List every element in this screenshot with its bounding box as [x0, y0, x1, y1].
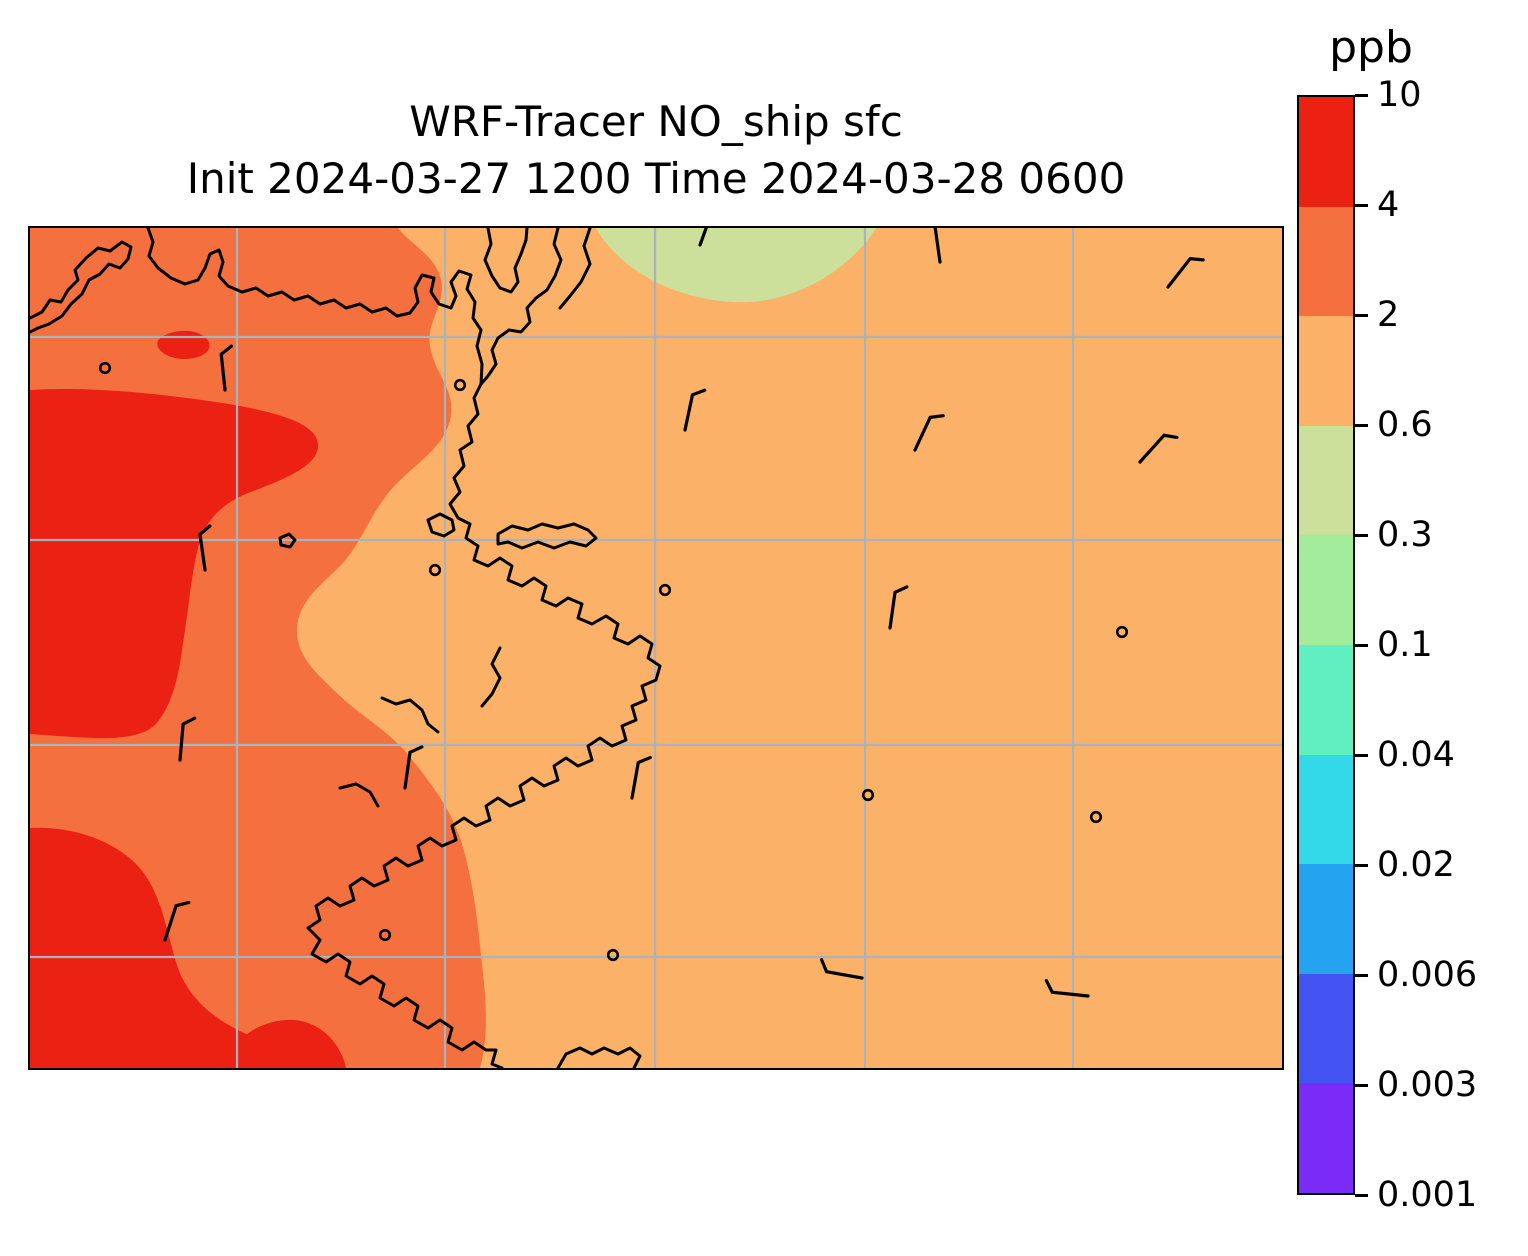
coastline-main-fjords: [306, 382, 662, 1068]
colorbar: [1297, 95, 1355, 1195]
fill-region-green-north: [596, 228, 876, 303]
coastline-inlet-arm-a: [483, 228, 529, 294]
colorbar-segment: [1299, 206, 1353, 317]
colorbar-segment: [1299, 973, 1353, 1084]
colorbar-tick-label: 0.003: [1377, 1065, 1478, 1105]
wind-barb: [698, 228, 727, 247]
coastline-north-landmass: [146, 228, 484, 386]
calm-wind-circle: [428, 563, 442, 577]
colorbar-segment: [1299, 1083, 1353, 1193]
wind-barb: [178, 716, 197, 762]
wind-barb: [933, 228, 947, 264]
colorbar-tick-label: 0.006: [1377, 955, 1478, 995]
map-panel: [28, 226, 1284, 1070]
coastline-bottom-headland: [556, 1046, 642, 1068]
colorbar-tick-label: 4: [1377, 185, 1400, 225]
calm-wind-circle: [98, 361, 112, 375]
coastline-island-2: [496, 522, 598, 550]
coastline-islet: [278, 532, 297, 549]
colorbar-tick-label: 0.001: [1377, 1175, 1478, 1215]
wind-barb: [683, 388, 707, 432]
plot-title-line1: WRF-Tracer NO_ship sfc: [409, 97, 903, 146]
coastline-inlet-arm-c: [558, 228, 592, 310]
colorbar-title: ppb: [1329, 22, 1413, 73]
coastline-fjord-channel-2: [480, 646, 502, 708]
colorbar-tick: [1355, 1083, 1368, 1087]
gridline-layer: [30, 228, 1282, 1068]
colorbar-tick: [1355, 203, 1368, 207]
wind-barb: [403, 745, 424, 790]
colorbar-tick-label: 10: [1377, 75, 1422, 115]
coastline-island-1: [426, 512, 456, 538]
plot-title-line2: Init 2024-03-27 1200 Time 2024-03-28 060…: [186, 153, 1126, 203]
colorbar-tick: [1355, 643, 1368, 647]
wind-barb: [219, 344, 234, 392]
colorbar-tick: [1355, 753, 1368, 757]
colorbar-tick-label: 0.04: [1377, 735, 1455, 775]
colorbar-tick-label: 0.3: [1377, 515, 1433, 555]
colorbar-segment: [1299, 425, 1353, 536]
wind-barb: [913, 414, 945, 452]
fill-region-red-lower: [30, 827, 292, 1068]
colorbar-tick: [1355, 93, 1368, 97]
calm-wind-circle: [1089, 810, 1103, 824]
colorbar-tick: [1355, 313, 1368, 317]
wind-barb: [1044, 978, 1090, 998]
wind-barb-layer: [98, 228, 1205, 998]
colorbar-tick: [1355, 973, 1368, 977]
coastline-fjord-channel-3: [338, 782, 380, 808]
colorbar-tick: [1355, 863, 1368, 867]
colorbar-segment: [1299, 97, 1353, 207]
calm-wind-circle: [658, 583, 672, 597]
fill-region-red-bottom-blob: [226, 1019, 346, 1068]
coastline-fjord-channel-1: [380, 696, 440, 734]
calm-wind-circle: [453, 378, 467, 392]
calm-wind-circle: [1115, 625, 1129, 639]
calm-wind-circle: [606, 948, 620, 962]
colorbar-tick: [1355, 533, 1368, 537]
colorbar-tick-label: 0.6: [1377, 405, 1433, 445]
coastline-inlet-arm-b: [479, 228, 563, 386]
wind-barb: [1166, 256, 1205, 289]
calm-wind-circle: [861, 788, 875, 802]
colorbar-segment: [1299, 535, 1353, 645]
wind-barb: [163, 900, 191, 942]
coastline-northwest-squiggle: [30, 240, 133, 334]
colorbar-segment: [1299, 316, 1353, 426]
plot-title: WRF-Tracer NO_ship sfc Init 2024-03-27 1…: [30, 94, 1282, 207]
colorbar-tick-label: 0.02: [1377, 845, 1455, 885]
colorbar-segment: [1299, 754, 1353, 865]
colorbar-segment: [1299, 864, 1353, 974]
colorbar-tick-label: 2: [1377, 295, 1400, 335]
coastline-layer: [30, 228, 662, 1068]
colorbar-tick-label: 0.1: [1377, 625, 1433, 665]
fill-region-red-main: [30, 388, 319, 739]
colorbar-tick: [1355, 1193, 1368, 1197]
colorbar-tick: [1355, 423, 1368, 427]
wind-barb: [888, 585, 909, 630]
wind-barb: [198, 524, 212, 572]
colorbar-segment: [1299, 644, 1353, 755]
map-canvas: [30, 228, 1282, 1068]
wind-barb: [819, 958, 864, 980]
wind-barb: [1138, 433, 1179, 464]
calm-wind-circle: [378, 928, 392, 942]
wind-barb: [630, 755, 652, 800]
